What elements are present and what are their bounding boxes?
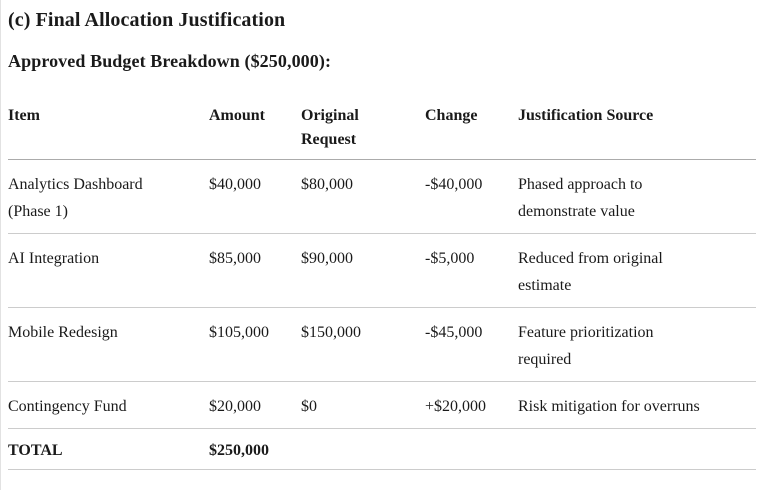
amount-cell: $20,000 <box>209 381 301 429</box>
justification-cell: Reduced from original estimate <box>518 233 756 308</box>
amount-cell: $40,000 <box>209 159 301 234</box>
budget-table-body: Analytics Dashboard (Phase 1) $40,000 $8… <box>8 159 756 470</box>
column-header-justification-source: Justification Source <box>518 97 756 160</box>
item-cell: Contingency Fund <box>8 381 209 429</box>
empty-cell <box>301 428 425 470</box>
budget-breakdown-subheading: Approved Budget Breakdown ($250,000): <box>8 51 332 71</box>
item-cell: Mobile Redesign <box>8 307 209 382</box>
total-label-cell: TOTAL <box>8 428 209 470</box>
table-row-mobile-redesign: Mobile Redesign $105,000 $150,000 -$45,0… <box>8 307 756 382</box>
empty-cell <box>425 428 518 470</box>
original-request-cell: $80,000 <box>301 159 425 234</box>
justification-cell: Phased approach to demonstrate value <box>518 159 756 234</box>
table-row-contingency-fund: Contingency Fund $20,000 $0 +$20,000 Ris… <box>8 381 756 429</box>
justification-cell: Risk mitigation for overruns <box>518 381 756 429</box>
table-row-analytics-dashboard: Analytics Dashboard (Phase 1) $40,000 $8… <box>8 159 756 234</box>
amount-cell: $85,000 <box>209 233 301 308</box>
column-header-amount: Amount <box>209 97 301 160</box>
change-cell: -$40,000 <box>425 159 518 234</box>
amount-cell: $105,000 <box>209 307 301 382</box>
justification-cell: Feature prioritization required <box>518 307 756 382</box>
change-cell: -$5,000 <box>425 233 518 308</box>
total-amount-cell: $250,000 <box>209 428 301 470</box>
table-row-total: TOTAL $250,000 <box>8 428 756 470</box>
table-row-ai-integration: AI Integration $85,000 $90,000 -$5,000 R… <box>8 233 756 308</box>
original-request-cell: $90,000 <box>301 233 425 308</box>
column-header-original-request: Original Request <box>301 97 425 160</box>
column-header-change: Change <box>425 97 518 160</box>
item-cell: Analytics Dashboard (Phase 1) <box>8 159 209 234</box>
original-request-cell: $150,000 <box>301 307 425 382</box>
header-row: Item Amount Original Request Change Just… <box>8 97 756 160</box>
budget-table-header: Item Amount Original Request Change Just… <box>8 97 756 160</box>
column-header-item: Item <box>8 97 209 160</box>
change-cell: +$20,000 <box>425 381 518 429</box>
item-cell: AI Integration <box>8 233 209 308</box>
document-pane: (c) Final Allocation Justification Appro… <box>1 0 772 470</box>
change-cell: -$45,000 <box>425 307 518 382</box>
empty-cell <box>518 428 756 470</box>
original-request-cell: $0 <box>301 381 425 429</box>
budget-table: Item Amount Original Request Change Just… <box>8 97 756 470</box>
section-heading: (c) Final Allocation Justification <box>8 9 286 31</box>
